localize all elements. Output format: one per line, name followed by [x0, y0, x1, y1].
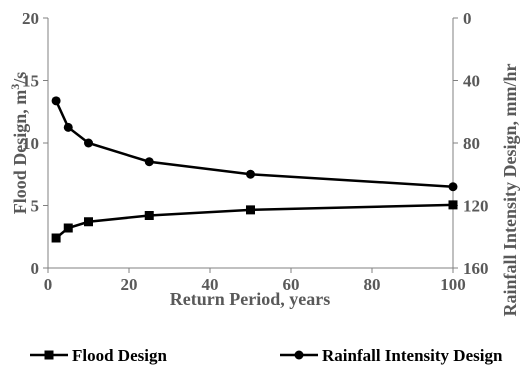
- series-line-1: [54, 100, 454, 188]
- legend: Flood Design Rainfall Intensity Design: [30, 346, 503, 365]
- y-left-tick-label: 0: [31, 259, 40, 278]
- y-left-tick-label: 15: [22, 72, 39, 91]
- data-point-circle: [51, 96, 61, 106]
- data-point-square: [63, 223, 73, 233]
- data-point-circle: [448, 182, 458, 192]
- x-tick-label: 100: [440, 275, 466, 294]
- plot-frame: [47, 18, 454, 269]
- legend-marker-circle: [294, 350, 304, 360]
- data-point-square: [246, 205, 255, 215]
- x-tick-label: 60: [283, 275, 300, 294]
- y-left-tick-label: 10: [22, 134, 39, 153]
- series-layer: [51, 96, 458, 243]
- data-point-circle: [246, 169, 255, 179]
- data-point-square: [144, 211, 154, 220]
- legend-label-1: Rainfall Intensity Design: [322, 346, 503, 365]
- y-left-axis-title-part1: Flood Design, m: [10, 90, 30, 215]
- y-left-axis-title-superscript: 3: [8, 84, 22, 90]
- data-point-circle: [84, 138, 93, 148]
- y-left-tick-label: 20: [22, 9, 39, 28]
- data-point-square: [84, 217, 93, 227]
- y-right-tick-label: 120: [463, 197, 489, 216]
- legend-marker-square: [44, 350, 54, 360]
- x-tick-label: 80: [364, 275, 381, 294]
- y-right-tick-label: 0: [463, 9, 472, 28]
- y-left-tick-label: 5: [31, 197, 40, 216]
- x-tick-label: 20: [121, 275, 138, 294]
- data-point-square: [448, 200, 458, 210]
- ticks-layer: 0 20 40 60 80 100 0 5 10 15 20 0 40 80 120 160: [22, 9, 489, 294]
- legend-label-0: Flood Design: [72, 346, 167, 365]
- y-right-axis-title: Rainfall Intensity Design, mm/hr: [500, 63, 520, 316]
- data-point-circle: [144, 157, 154, 167]
- x-axis-title: Return Period, years: [170, 289, 330, 309]
- x-tick-label: 40: [202, 275, 219, 294]
- data-point-circle: [63, 122, 73, 132]
- y-left-axis-title-part3: /s: [10, 72, 30, 85]
- y-left-axis-title: Flood Design, m3/s: [8, 72, 30, 215]
- x-tick-label: 0: [44, 275, 53, 294]
- y-right-tick-label: 160: [463, 259, 489, 278]
- y-right-tick-label: 80: [463, 134, 480, 153]
- data-point-square: [51, 233, 61, 243]
- y-right-tick-label: 40: [463, 72, 480, 91]
